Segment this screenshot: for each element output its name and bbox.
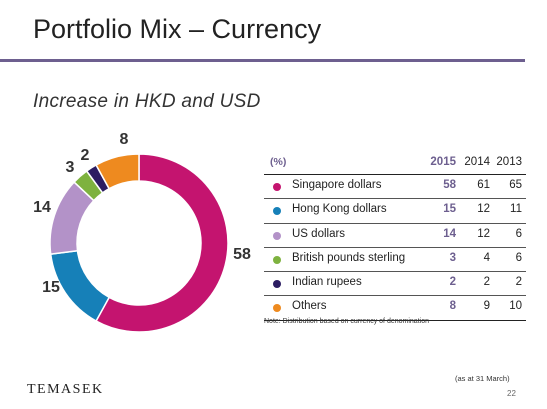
page-subtitle: Increase in HKD and USD	[33, 91, 261, 112]
value-2013: 6	[515, 227, 522, 240]
legend-dot	[273, 280, 281, 289]
value-2013: 10	[509, 300, 522, 313]
value-2013: 2	[515, 276, 522, 289]
value-2015: 8	[449, 300, 456, 313]
value-2015: 3	[449, 251, 456, 264]
legend-dot	[273, 304, 281, 313]
temasek-logo: TEMASEK	[27, 382, 104, 397]
value-2015: 58	[443, 179, 456, 191]
slice-data-label: 3	[66, 159, 75, 176]
title-divider	[0, 59, 525, 62]
value-2015: 15	[443, 203, 456, 216]
table-row: Others 8 9 10	[264, 296, 526, 321]
value-2014: 12	[477, 227, 490, 240]
legend-dot	[273, 183, 281, 191]
currency-name: Singapore dollars	[292, 179, 382, 191]
value-2013: 65	[509, 179, 522, 191]
currency-name: Indian rupees	[292, 276, 362, 289]
currency-name: Hong Kong dollars	[292, 203, 387, 216]
table-header: (%) 2015 2014 2013	[264, 152, 526, 175]
legend-dot	[273, 255, 281, 264]
value-2013: 6	[515, 251, 522, 264]
value-2014: 2	[483, 276, 490, 289]
year-header-2013: 2013	[496, 156, 522, 168]
currency-table: (%) 2015 2014 2013 Singapore dollars 58 …	[264, 152, 526, 321]
table-row: British pounds sterling 3 4 6	[264, 248, 526, 273]
donut-slice-others	[95, 153, 140, 190]
slice-data-label: 15	[42, 279, 60, 296]
value-2013: 11	[510, 203, 522, 216]
value-2015: 14	[443, 227, 456, 240]
value-2015: 2	[449, 276, 456, 289]
slice-data-label: 8	[120, 131, 129, 148]
table-row: US dollars 14 12 6	[264, 224, 526, 248]
table-row: Singapore dollars 58 61 65	[264, 175, 526, 200]
value-2014: 61	[477, 179, 490, 191]
currency-name: Others	[292, 300, 327, 313]
currency-name: British pounds sterling	[292, 251, 406, 264]
unit-header: (%)	[270, 156, 287, 168]
page-number: 22	[507, 389, 516, 398]
currency-name: US dollars	[292, 227, 346, 240]
slice-data-label: 14	[33, 199, 51, 216]
value-2014: 9	[483, 300, 490, 313]
legend-dot	[273, 207, 281, 216]
year-header-2015: 2015	[430, 156, 456, 168]
donut-slice-singapore-dollars	[95, 153, 229, 333]
table-row: Indian rupees 2 2 2	[264, 272, 526, 297]
slice-data-label: 2	[81, 147, 90, 164]
value-2014: 12	[477, 203, 490, 216]
table-row: Hong Kong dollars 15 12 11	[264, 199, 526, 224]
as-at-date: (as at 31 March)	[455, 374, 510, 383]
page-title: Portfolio Mix – Currency	[33, 14, 322, 44]
legend-dot	[273, 231, 281, 240]
value-2014: 4	[483, 251, 490, 264]
year-header-2014: 2014	[464, 156, 490, 168]
footnote: Note: Distribution based on currency of …	[264, 318, 429, 325]
slice-data-label: 58	[233, 246, 251, 263]
